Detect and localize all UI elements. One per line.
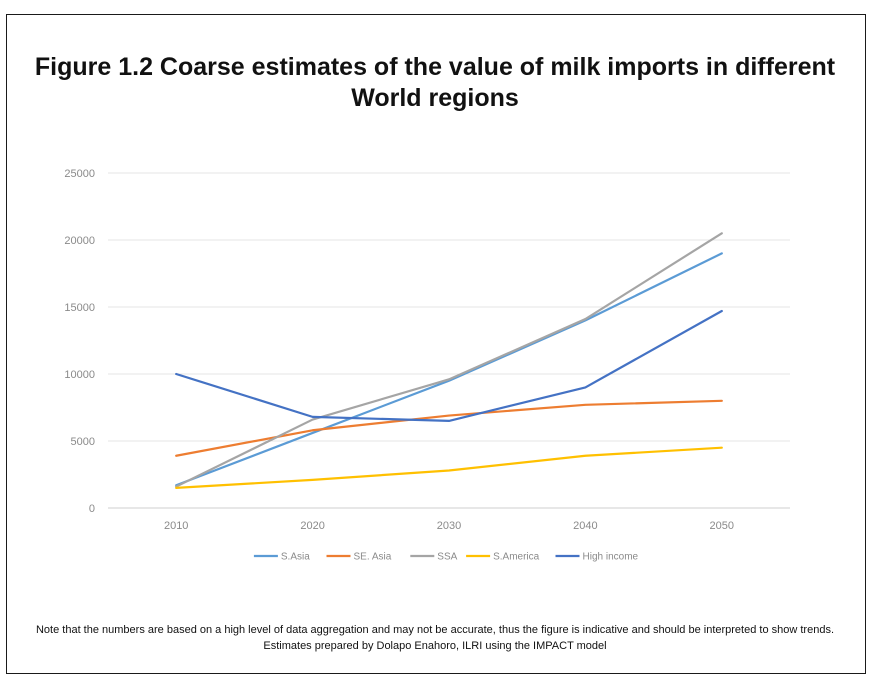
footnote: Note that the numbers are based on a hig… <box>35 624 834 652</box>
x-tick-label: 2040 <box>573 520 597 532</box>
x-tick-label: 2010 <box>164 520 188 532</box>
y-tick-label: 20000 <box>64 235 95 247</box>
series-line <box>175 252 723 487</box>
y-tick-label: 0 <box>89 503 95 515</box>
chart-title: Figure 1.2 Coarse estimates of the value… <box>34 53 836 112</box>
x-axis-ticks: 2010 2020 2030 2040 2050 <box>164 520 734 532</box>
legend-label: SSA <box>437 552 457 563</box>
legend-label: High income <box>583 552 639 563</box>
x-tick-label: 2020 <box>300 520 324 532</box>
x-tick-label: 2030 <box>437 520 461 532</box>
series-lines <box>175 232 723 489</box>
x-tick-label: 2050 <box>710 520 734 532</box>
legend-label: S.Asia <box>281 552 310 563</box>
series-line <box>175 309 723 422</box>
series-line <box>175 446 723 489</box>
gridlines <box>108 172 790 509</box>
legend-label: SE. Asia <box>354 552 392 563</box>
legend: S.Asia SE. Asia SSA S.America High income <box>253 552 639 563</box>
y-axis-ticks: 0 5000 10000 15000 20000 25000 <box>64 168 95 515</box>
y-tick-label: 15000 <box>64 302 95 314</box>
y-tick-label: 5000 <box>71 436 95 448</box>
series-line <box>175 232 723 488</box>
y-tick-label: 25000 <box>64 168 95 180</box>
y-tick-label: 10000 <box>64 369 95 381</box>
series-line <box>175 399 723 457</box>
legend-label: S.America <box>493 552 540 563</box>
